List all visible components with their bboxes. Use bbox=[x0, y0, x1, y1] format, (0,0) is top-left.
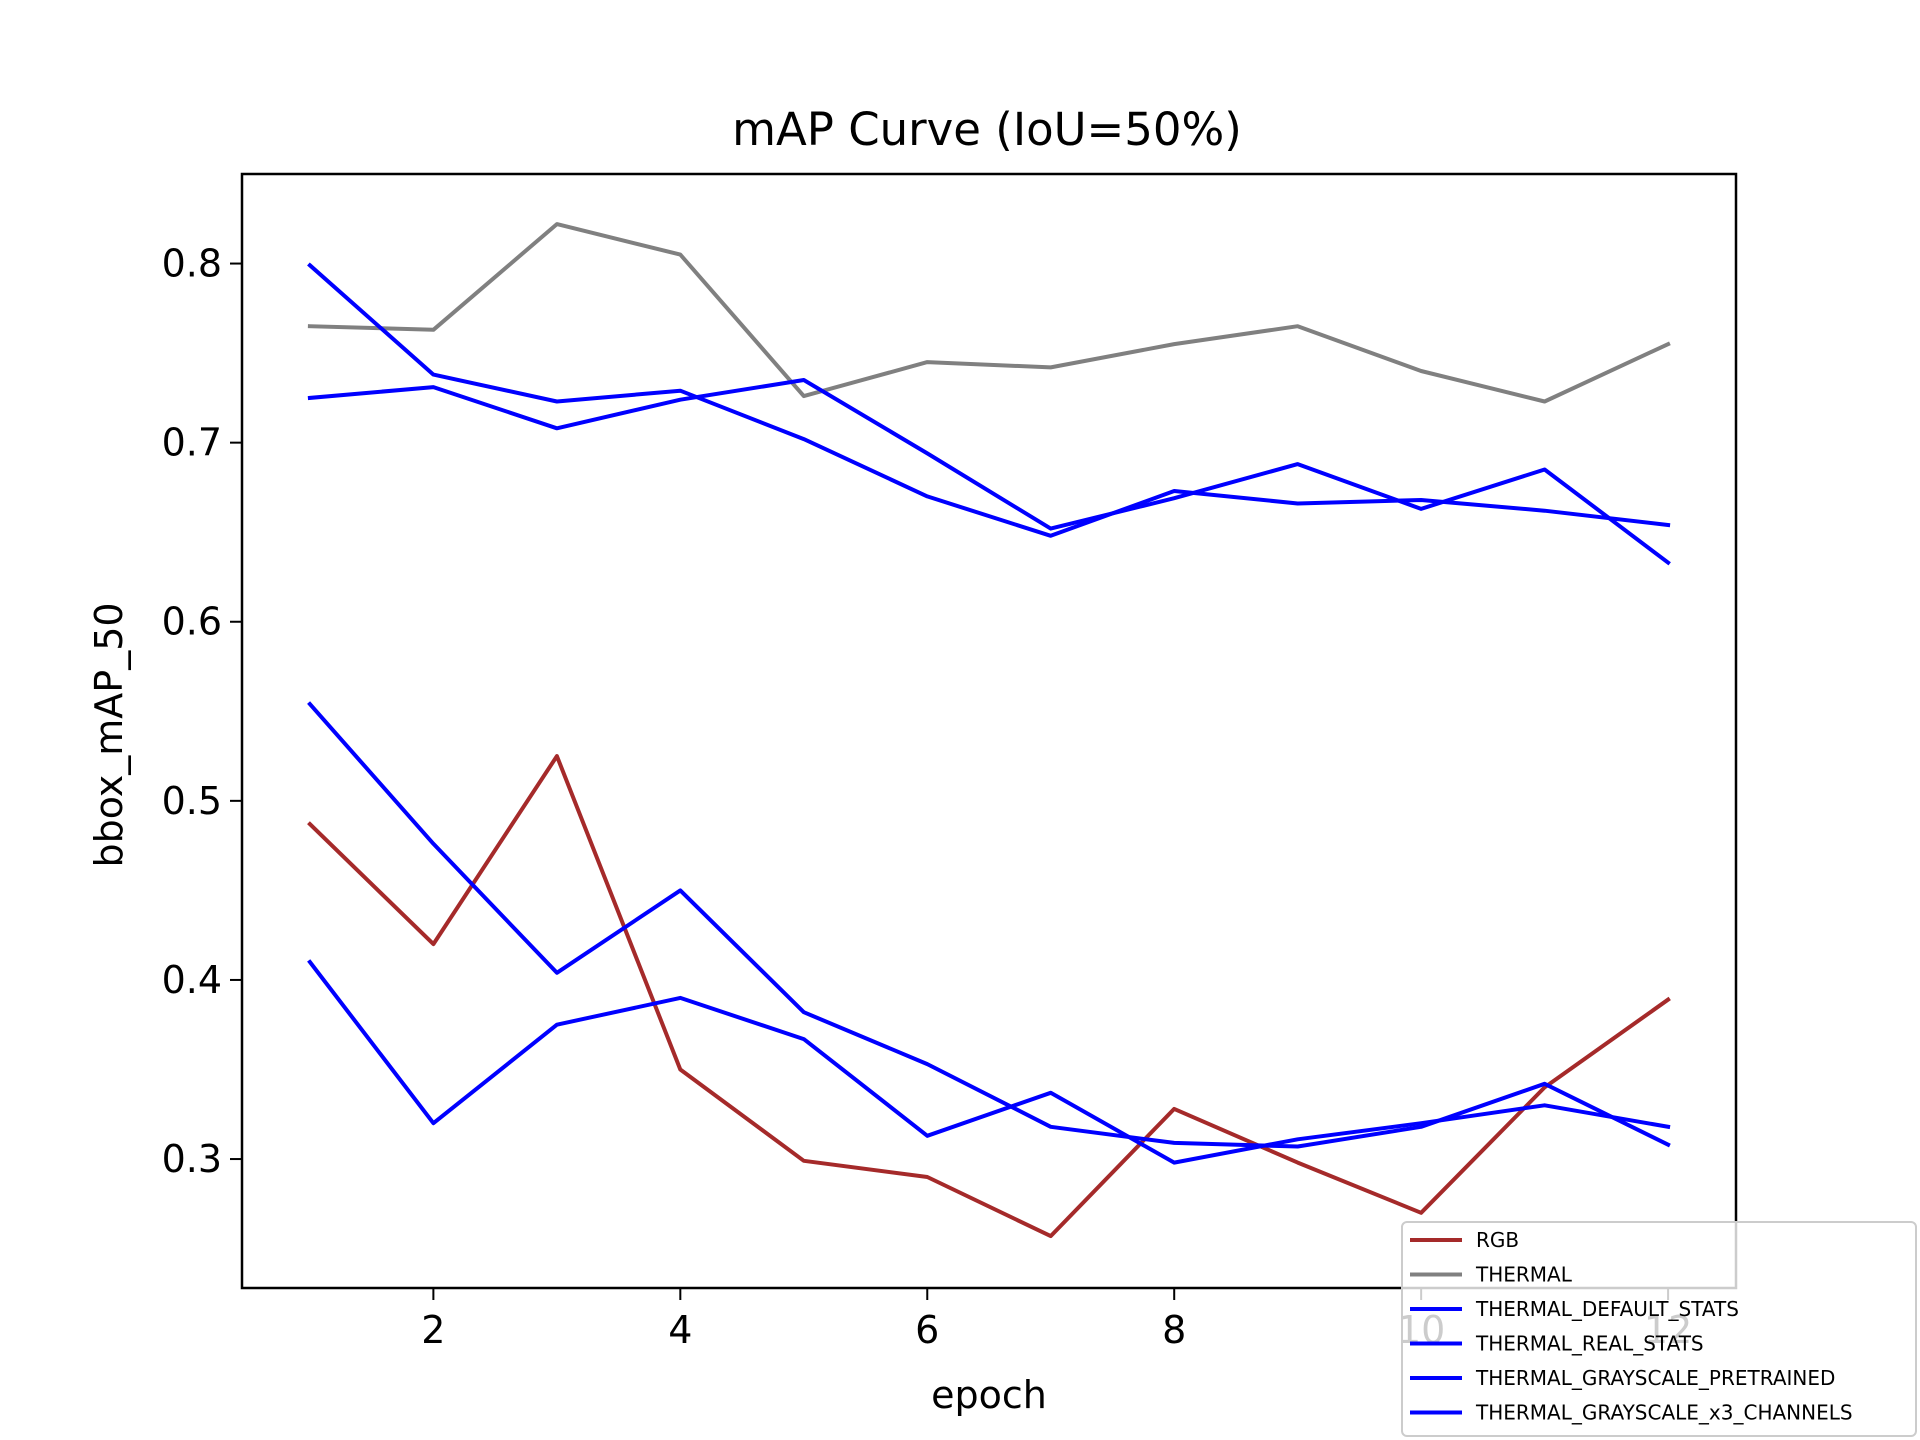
series-line-thermal-grayscale-x3-channels bbox=[307, 959, 1671, 1165]
y-tick-label: 0.6 bbox=[162, 600, 222, 644]
y-tick-label: 0.3 bbox=[162, 1137, 222, 1181]
x-tick-label: 8 bbox=[1162, 1308, 1186, 1352]
x-axis-label: epoch bbox=[931, 1373, 1047, 1417]
y-tick-label: 0.8 bbox=[162, 242, 222, 286]
legend-label-rgb: RGB bbox=[1476, 1228, 1519, 1252]
y-axis-label: bbox_mAP_50 bbox=[87, 602, 131, 867]
y-tick-label: 0.5 bbox=[162, 779, 222, 823]
x-tick-label: 4 bbox=[668, 1308, 692, 1352]
y-tick-label: 0.7 bbox=[162, 421, 222, 465]
legend-label-thermal-real-stats: THERMAL_REAL_STATS bbox=[1475, 1332, 1704, 1356]
legend-label-thermal-grayscale-x3-channels: THERMAL_GRAYSCALE_x3_CHANNELS bbox=[1475, 1401, 1853, 1425]
x-tick-label: 2 bbox=[421, 1308, 445, 1352]
series-line-thermal bbox=[307, 222, 1671, 404]
x-tick-label: 6 bbox=[915, 1308, 939, 1352]
legend-label-thermal: THERMAL bbox=[1475, 1263, 1573, 1287]
y-tick-label: 0.4 bbox=[162, 958, 222, 1002]
legend-label-thermal-grayscale-pretrained: THERMAL_GRAYSCALE_PRETRAINED bbox=[1475, 1366, 1835, 1390]
legend: RGB THERMAL THERMAL_DEFAULT_STATS THERMAL_R… bbox=[1401, 1221, 1917, 1437]
legend-label-thermal-default-stats: THERMAL_DEFAULT_STATS bbox=[1475, 1297, 1739, 1321]
y-axis-ticks: 0.3 0.4 0.5 0.6 0.7 0.8 bbox=[162, 242, 242, 1181]
legend-frame bbox=[1401, 1221, 1917, 1437]
series-line-thermal-real-stats bbox=[307, 378, 1671, 566]
plot-lines bbox=[307, 222, 1671, 1239]
series-line-rgb bbox=[307, 754, 1671, 1239]
plot-frame bbox=[240, 172, 1738, 1290]
chart-title: mAP Curve (IoU=50%) bbox=[732, 103, 1242, 156]
